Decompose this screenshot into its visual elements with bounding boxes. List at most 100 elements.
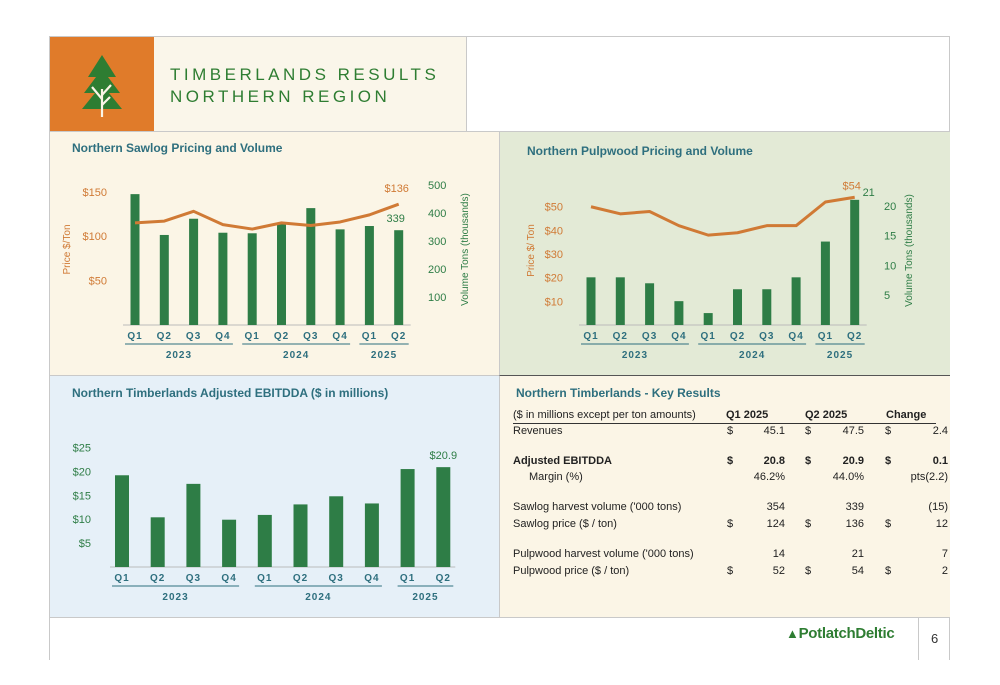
ebitdda-bar (293, 504, 308, 567)
table-currency-symbol: $ (727, 518, 734, 530)
left-axis-tick: $10 (545, 296, 563, 308)
table-currency-symbol: $ (805, 425, 812, 437)
table-row-label: Revenues (513, 425, 563, 437)
left-axis-tick: $50 (545, 202, 563, 214)
volume-bar (306, 208, 316, 325)
table-currency-symbol: $ (727, 565, 734, 577)
left-axis-label: Price $/Ton (62, 224, 73, 274)
right-axis-tick: 5 (884, 290, 890, 302)
x-tick-label: Q1 (400, 573, 415, 584)
pulpwood-chart: $10 $20 $30 $40 $50 5 10 15 20 Price $/ Ton Volume… (526, 180, 915, 361)
left-axis-tick: $30 (545, 249, 563, 261)
table-row-label: Pulpwood price ($ / ton) (513, 565, 630, 577)
right-axis-tick: 200 (428, 264, 446, 276)
table-currency-symbol: $ (805, 455, 812, 467)
table-currency-symbol: $ (727, 425, 734, 437)
left-axis-tick: $150 (83, 187, 107, 199)
table-currency-symbol: $ (885, 565, 892, 577)
x-tick-label: Q1 (583, 331, 598, 342)
x-tick-label: Q2 (847, 331, 862, 342)
left-axis-label: Price $/ Ton (526, 224, 537, 277)
year-label: 2023 (162, 592, 188, 603)
price-annotation: $54 (843, 180, 861, 192)
ebitdda-bar (436, 467, 451, 567)
volume-annotation: 339 (387, 213, 405, 225)
volume-bar (277, 223, 286, 325)
volume-bar (159, 234, 169, 325)
x-tick-label: Q4 (788, 331, 803, 342)
table-row-label: Pulpwood harvest volume ('000 tons) (513, 548, 694, 560)
right-axis-tick: 300 (428, 236, 446, 248)
x-tick-label: Q4 (671, 331, 686, 342)
right-axis-tick: 400 (428, 208, 446, 220)
volume-annotation: 21 (863, 187, 875, 199)
x-tick-label: Q2 (391, 331, 406, 342)
x-tick-label: Q4 (332, 331, 347, 342)
page-number: 6 (931, 631, 939, 646)
table-header-rule (513, 423, 936, 424)
table-header-q2: Q2 2025 (805, 409, 848, 421)
table-row-label: Sawlog price ($ / ton) (513, 518, 617, 530)
x-tick-label: Q3 (186, 573, 201, 584)
ebitdda-annotation: $20.9 (430, 450, 458, 462)
sawlog-chart-title: Northern Sawlog Pricing and Volume (72, 141, 283, 155)
left-axis-tick: $50 (89, 276, 107, 288)
x-tick-label: Q4 (221, 573, 236, 584)
ebitdda-bar (222, 519, 237, 567)
pulpwood-panel: Northern Pulpwood Pricing and Volume $10… (499, 131, 950, 375)
x-tick-label: Q3 (329, 573, 344, 584)
table-header-desc: ($ in millions except per ton amounts) (513, 409, 696, 421)
brand-name: PotlatchDeltic (798, 625, 895, 642)
x-tick-label: Q2 (293, 573, 308, 584)
tree-logo-icon (82, 55, 122, 117)
right-axis-tick: 10 (884, 260, 896, 272)
year-label: 2024 (283, 350, 309, 361)
table-header-q1: Q1 2025 (726, 409, 769, 421)
volume-bar (130, 194, 140, 325)
price-line (590, 195, 855, 237)
table-header-change: Change (886, 409, 927, 421)
ebitdda-bar (150, 517, 165, 567)
sawlog-chart: $50 $100 $150 100 200 300 400 500 Price $/Ton Vol… (62, 180, 471, 361)
year-label: 2023 (166, 350, 192, 361)
ebitdda-bar (400, 469, 415, 567)
x-tick-label: Q3 (303, 331, 318, 342)
logo-box (50, 37, 154, 131)
year-label: 2024 (305, 592, 331, 603)
table-currency-symbol: $ (885, 518, 892, 530)
volume-bar (189, 218, 199, 325)
ebitdda-chart-title: Northern Timberlands Adjusted EBITDDA ($… (72, 386, 389, 400)
volume-bar (645, 283, 655, 325)
x-tick-label: Q1 (257, 573, 272, 584)
volume-bar (762, 289, 772, 325)
volume-bar (218, 232, 228, 325)
volume-bar (850, 199, 860, 325)
volume-bar (586, 277, 596, 325)
x-tick-label: Q2 (157, 331, 172, 342)
year-label: 2024 (739, 350, 765, 361)
x-tick-label: Q1 (245, 331, 260, 342)
volume-bar (791, 277, 801, 325)
page-title-line2: NORTHERN REGION (170, 87, 391, 106)
left-axis-tick: $40 (545, 225, 563, 237)
x-tick-label: Q1 (362, 331, 377, 342)
table-currency-symbol: $ (885, 425, 892, 437)
footer-rule (50, 617, 950, 618)
x-tick-label: Q2 (436, 573, 451, 584)
price-annotation: $136 (384, 183, 408, 195)
brand-tree-icon: ▲ (786, 626, 799, 641)
x-tick-label: Q3 (759, 331, 774, 342)
ebitdda-panel: Northern Timberlands Adjusted EBITDDA ($… (50, 375, 499, 617)
footer-separator (918, 618, 919, 660)
right-axis-tick: 15 (884, 231, 896, 243)
ebitdda-bar (329, 496, 344, 567)
price-line (134, 202, 400, 231)
left-axis-tick: $20 (545, 273, 563, 285)
sawlog-panel: Northern Sawlog Pricing and Volume $50 $1… (50, 131, 499, 375)
x-tick-label: Q4 (364, 573, 379, 584)
year-label: 2025 (412, 592, 438, 603)
volume-bar (394, 230, 404, 325)
pulpwood-chart-title: Northern Pulpwood Pricing and Volume (527, 144, 753, 158)
ebitdda-bar (186, 483, 201, 567)
volume-bar (247, 233, 257, 325)
